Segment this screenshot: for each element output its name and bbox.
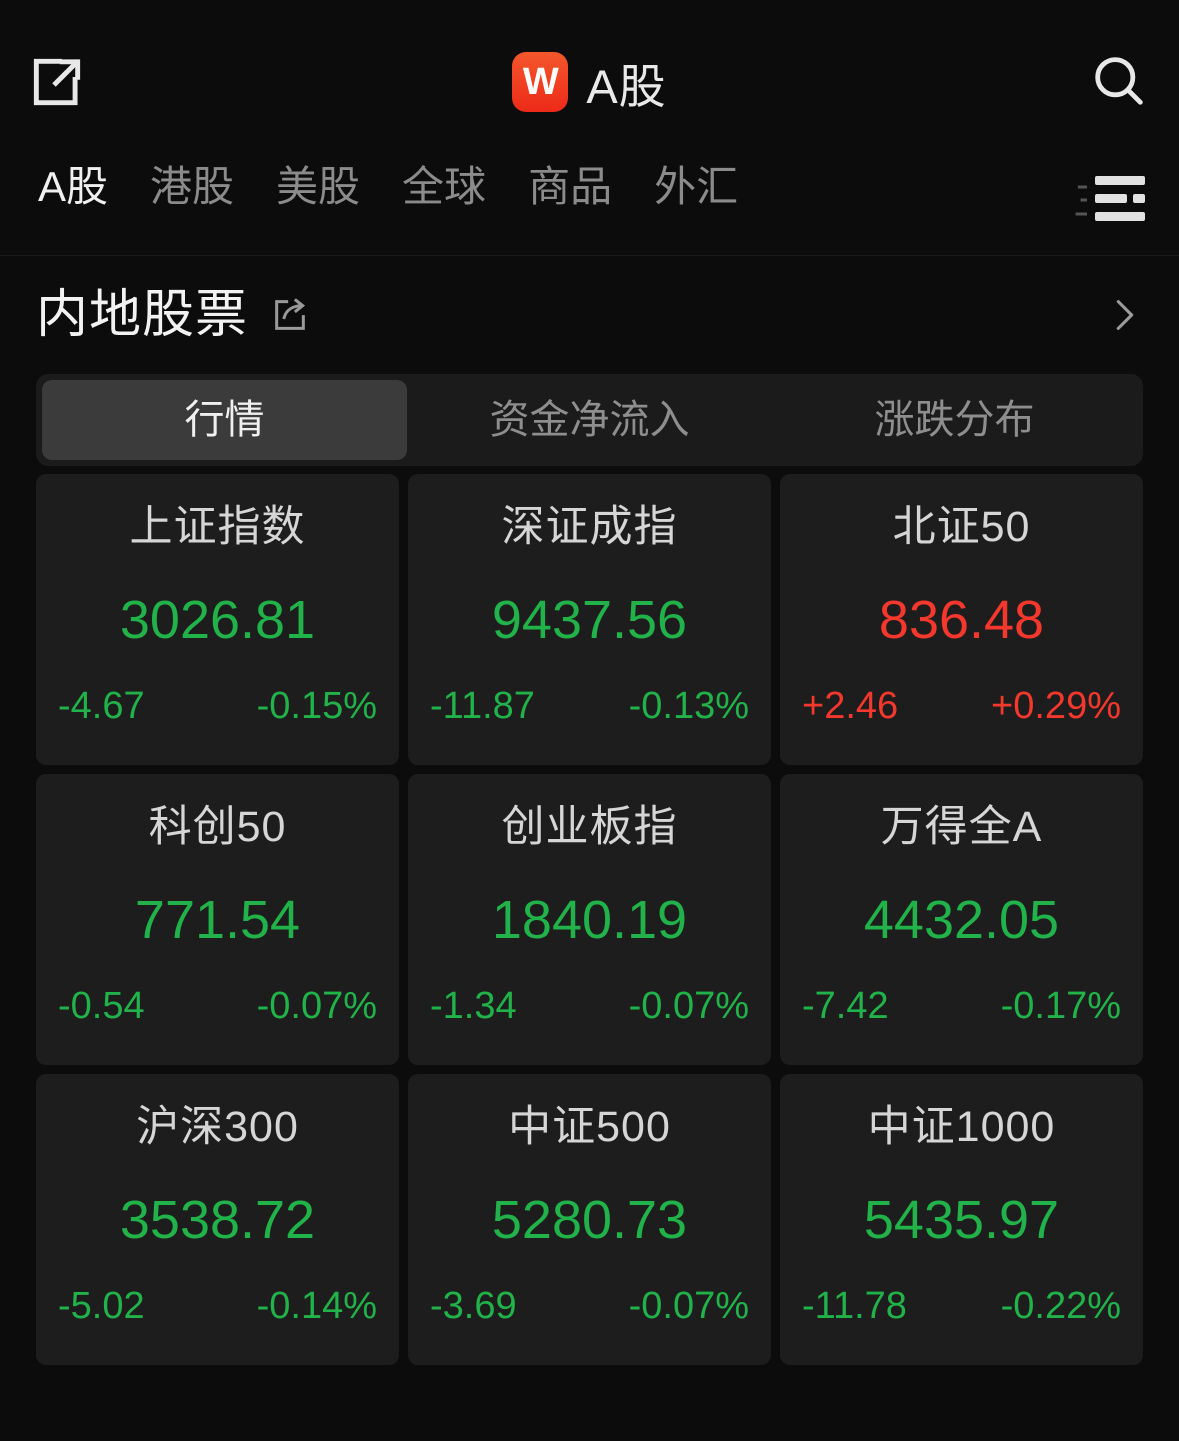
tab-forex[interactable]: 外汇: [654, 164, 780, 208]
menu-bar-bottom: [1095, 211, 1145, 221]
wind-logo-badge: W: [512, 52, 569, 112]
section-header[interactable]: 内地股票: [0, 256, 1179, 374]
index-percent: -0.15%: [256, 685, 377, 727]
index-price: 1840.19: [491, 890, 688, 950]
index-change: -11.87: [430, 685, 535, 727]
menu-bar-middle-left: [1095, 193, 1127, 203]
market-tabbar: A股 港股 美股 全球 商品 外汇 三: [0, 164, 1179, 256]
tab-global[interactable]: 全球: [402, 164, 528, 208]
menu-bar-middle-right: [1133, 193, 1145, 203]
tab-label: A股: [38, 164, 109, 208]
index-percent: -0.17%: [1000, 985, 1121, 1027]
index-card[interactable]: 万得全A 4432.05 -7.42 -0.17%: [780, 774, 1143, 1065]
index-change-row: -1.34 -0.07%: [424, 987, 755, 1025]
index-percent: -0.14%: [256, 1285, 377, 1327]
index-name: 上证指数: [129, 503, 306, 551]
index-price: 771.54: [134, 890, 301, 950]
index-change: -1.34: [430, 985, 517, 1027]
index-percent: -0.13%: [628, 685, 749, 727]
tab-label: 港股: [150, 164, 235, 208]
header-left: [26, 51, 146, 113]
index-name: 沪深300: [136, 1103, 299, 1151]
section-title: 内地股票: [36, 286, 249, 344]
index-name: 中证500: [508, 1103, 671, 1151]
index-name: 万得全A: [880, 803, 1043, 851]
index-card[interactable]: 科创50 771.54 -0.54 -0.07%: [36, 774, 399, 1065]
index-change: +2.46: [802, 685, 899, 727]
header-right: [1031, 50, 1151, 114]
index-price: 5435.97: [863, 1190, 1060, 1250]
header-center: W A股: [0, 48, 1179, 117]
tab-a-shares[interactable]: A股: [30, 164, 150, 208]
index-price: 9437.56: [491, 590, 688, 650]
tab-label: 美股: [276, 164, 361, 208]
search-icon[interactable]: [1087, 50, 1151, 114]
tab-label: 全球: [402, 164, 487, 208]
tab-label: 外汇: [654, 164, 739, 208]
external-link-icon[interactable]: [26, 51, 88, 113]
index-change: -5.02: [58, 1285, 145, 1327]
menu-bar-top: [1095, 175, 1145, 185]
app-header: W A股: [0, 0, 1179, 164]
share-icon[interactable]: [270, 295, 310, 335]
index-change-row: -0.54 -0.07%: [52, 987, 383, 1025]
chevron-right-icon[interactable]: [1101, 292, 1147, 338]
index-name: 科创50: [148, 803, 287, 851]
index-change-row: -7.42 -0.17%: [796, 987, 1127, 1025]
index-card[interactable]: 中证500 5280.73 -3.69 -0.07%: [408, 1074, 771, 1365]
index-percent: -0.22%: [1000, 1285, 1121, 1327]
index-card[interactable]: 沪深300 3538.72 -5.02 -0.14%: [36, 1074, 399, 1365]
index-change-row: -11.87 -0.13%: [424, 687, 755, 725]
index-percent: -0.07%: [256, 985, 377, 1027]
index-name: 中证1000: [867, 1103, 1056, 1151]
index-card[interactable]: 创业板指 1840.19 -1.34 -0.07%: [408, 774, 771, 1065]
index-name: 深证成指: [501, 503, 678, 551]
menu-bar-middle: [1095, 193, 1145, 203]
index-change: -0.54: [58, 985, 145, 1027]
index-price: 3026.81: [119, 590, 316, 650]
index-price: 836.48: [878, 590, 1045, 650]
index-change-row: +2.46 +0.29%: [796, 687, 1127, 725]
index-change: -7.42: [802, 985, 889, 1027]
index-change: -11.78: [802, 1285, 907, 1327]
index-name: 创业板指: [501, 803, 678, 851]
index-name: 北证50: [892, 503, 1031, 551]
tab-label: 商品: [528, 164, 613, 208]
tab-commodities[interactable]: 商品: [528, 164, 654, 208]
index-card[interactable]: 北证50 836.48 +2.46 +0.29%: [780, 474, 1143, 765]
index-change-row: -11.78 -0.22%: [796, 1287, 1127, 1325]
tab-list: A股 港股 美股 全球 商品 外汇: [30, 164, 1085, 208]
index-card[interactable]: 中证1000 5435.97 -11.78 -0.22%: [780, 1074, 1143, 1365]
tab-hk-shares[interactable]: 港股: [150, 164, 276, 208]
index-card[interactable]: 上证指数 3026.81 -4.67 -0.15%: [36, 474, 399, 765]
page-title: A股: [586, 59, 667, 113]
index-price: 3538.72: [119, 1190, 316, 1250]
index-percent: +0.29%: [991, 685, 1121, 727]
segmented-control: 行情 资金净流入 涨跌分布: [36, 374, 1143, 466]
index-change: -3.69: [430, 1285, 517, 1327]
segment-gain-loss-distribution[interactable]: 涨跌分布: [874, 398, 1035, 442]
index-change: -4.67: [58, 685, 145, 727]
segment-net-inflow[interactable]: 资金净流入: [489, 398, 690, 442]
index-change-row: -4.67 -0.15%: [52, 687, 383, 725]
index-card[interactable]: 深证成指 9437.56 -11.87 -0.13%: [408, 474, 771, 765]
index-price: 5280.73: [491, 1190, 688, 1250]
tab-overflow-hint: 三: [1073, 182, 1087, 226]
index-change-row: -5.02 -0.14%: [52, 1287, 383, 1325]
tab-us-shares[interactable]: 美股: [276, 164, 402, 208]
index-grid: 上证指数 3026.81 -4.67 -0.15% 深证成指 9437.56 -…: [0, 466, 1179, 1441]
index-change-row: -3.69 -0.07%: [424, 1287, 755, 1325]
index-price: 4432.05: [863, 890, 1060, 950]
segment-quotes[interactable]: 行情: [42, 380, 407, 460]
segmented-control-wrap: 行情 资金净流入 涨跌分布: [0, 374, 1179, 466]
index-percent: -0.07%: [628, 1285, 749, 1327]
hamburger-menu-icon[interactable]: [1085, 168, 1157, 228]
index-percent: -0.07%: [628, 985, 749, 1027]
